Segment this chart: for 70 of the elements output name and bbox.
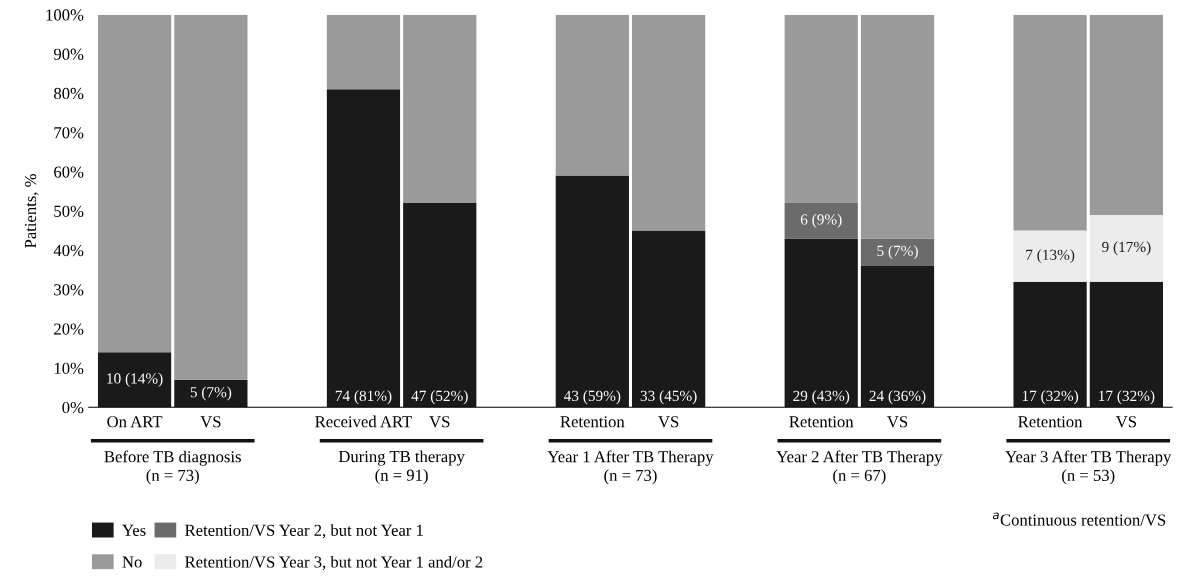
bar (326, 14, 401, 90)
y-axis-title: Patients, % (24, 174, 39, 248)
data-label: 43 (59%) (563, 390, 621, 405)
bar (632, 14, 706, 231)
x-tick-label: VS (1115, 416, 1137, 428)
bar (1089, 214, 1163, 282)
bar (97, 352, 172, 408)
bar (860, 14, 935, 239)
data-label: 17 (32%) (1099, 390, 1155, 405)
text: Before TB diagnosis (n = 73) (104, 450, 241, 485)
bar (97, 14, 172, 353)
data-label: 10 (14%) (107, 372, 163, 387)
bar (1089, 14, 1163, 215)
bar (784, 238, 858, 408)
text: $^{a}$Continuous retention/VS (992, 512, 1166, 526)
legend-label: Retention/VS Year 2, but not Year 1 (185, 524, 423, 539)
text: During TB therapy (n = 91) (338, 450, 465, 485)
y-tick-label: 60% (54, 166, 84, 178)
y-tick-label: 40% (53, 244, 84, 257)
x-tick-label: VS (429, 416, 450, 428)
bar (326, 89, 401, 408)
bar (403, 203, 477, 408)
y-tick-label: 10% (54, 362, 84, 375)
bar (555, 14, 629, 176)
y-tick-label: 0% (62, 401, 84, 414)
data-label: 17 (32%) (1022, 390, 1079, 405)
bar (403, 14, 477, 204)
text: Year 3 After TB Therapy (n = 53) (1005, 450, 1172, 485)
y-tick-label: 100% (46, 9, 84, 21)
bar (1013, 14, 1087, 231)
bar (174, 379, 248, 408)
data-label: 33 (45%) (640, 390, 697, 405)
bar (1013, 230, 1087, 282)
x-tick-label: On ART (107, 416, 163, 428)
x-tick-label: Retention (789, 416, 854, 428)
text: Year 2 After TB Therapy (n = 67) (776, 450, 943, 485)
y-tick-label: 50% (54, 205, 84, 217)
bar (632, 230, 706, 408)
data-label: 5 (7%) (190, 386, 232, 401)
data-label: 29 (43%) (793, 390, 850, 405)
data-label: 9 (17%) (1102, 241, 1151, 256)
legend-label: No (122, 556, 142, 568)
data-label: 74 (81%) (335, 390, 392, 405)
bar (174, 14, 248, 380)
data-label: 6 (9%) (800, 213, 842, 228)
bar (1089, 281, 1163, 408)
x-tick-label: VS (658, 416, 679, 428)
x-tick-label: Received ART (315, 415, 412, 428)
y-tick-label: 30% (54, 284, 84, 296)
bar (1013, 281, 1087, 408)
legend-label: Retention/VS Year 3, but not Year 1 and/or 2 (185, 555, 483, 571)
bar (555, 175, 629, 408)
bar (860, 238, 935, 266)
x-tick-label: Retention (560, 416, 625, 428)
bar (784, 203, 858, 239)
bar (860, 265, 935, 408)
y-tick-label: 90% (53, 48, 84, 60)
y-tick-label: 70% (54, 127, 84, 139)
text: Year 1 After TB Therapy (n = 73) (547, 450, 714, 485)
legend-label: Yes (122, 524, 146, 536)
data-label: 7 (13%) (1026, 249, 1075, 264)
y-tick-label: 20% (54, 323, 84, 335)
x-tick-label: Retention (1018, 416, 1083, 428)
data-label: 47 (52%) (411, 390, 468, 405)
y-tick-label: 80% (54, 87, 84, 100)
x-tick-label: VS (887, 416, 908, 428)
data-label: 5 (7%) (877, 245, 918, 260)
data-label: 24 (36%) (869, 390, 926, 405)
bar (784, 14, 858, 204)
x-tick-label: VS (200, 416, 221, 428)
